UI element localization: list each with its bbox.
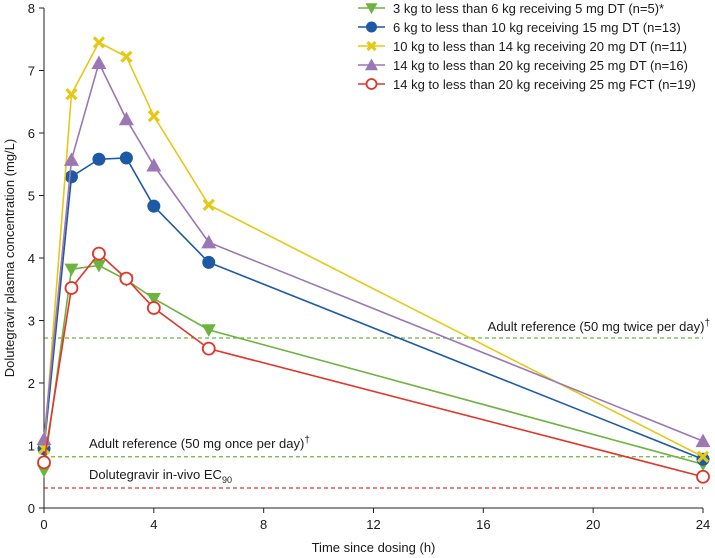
series bbox=[37, 246, 710, 484]
data-point bbox=[365, 58, 378, 71]
y-tick-label: 5 bbox=[28, 189, 35, 204]
y-tick-label: 7 bbox=[28, 64, 35, 79]
x-tick-label: 20 bbox=[586, 517, 600, 532]
data-series bbox=[36, 36, 711, 484]
x-tick-label: 16 bbox=[476, 517, 490, 532]
data-point bbox=[366, 21, 377, 33]
legend-item: 14 kg to less than 20 kg receiving 25 mg… bbox=[358, 58, 688, 73]
y-tick-label: 3 bbox=[28, 314, 35, 329]
reference-line-label: Adult reference (50 mg twice per day)† bbox=[488, 318, 710, 334]
x-axis-ticks: 0 4 8 12 16 20 24 bbox=[40, 508, 710, 532]
series bbox=[37, 36, 710, 463]
data-point bbox=[147, 199, 161, 213]
reference-line-label: Dolutegravir in-vivo EC90 bbox=[89, 467, 232, 485]
reference-lines: Adult reference (50 mg twice per day)† Ad… bbox=[44, 318, 710, 489]
y-tick-label: 4 bbox=[28, 251, 35, 266]
data-point bbox=[119, 271, 134, 286]
reference-line-label: Adult reference (50 mg once per day)† bbox=[89, 435, 310, 451]
data-point bbox=[201, 324, 216, 337]
data-point bbox=[365, 3, 378, 15]
y-tick-label: 1 bbox=[28, 439, 35, 454]
data-point bbox=[63, 152, 79, 166]
x-tick-label: 12 bbox=[366, 517, 380, 532]
y-tick-label: 6 bbox=[28, 126, 35, 141]
data-point bbox=[119, 151, 133, 165]
data-point bbox=[202, 198, 215, 212]
data-point bbox=[92, 152, 106, 166]
data-point bbox=[696, 450, 710, 463]
legend-item: 10 kg to less than 14 kg receiving 20 mg… bbox=[358, 39, 687, 54]
x-tick-label: 24 bbox=[696, 517, 710, 532]
y-axis-title: Dolutegravir plasma concentration (mg/L) bbox=[2, 139, 17, 377]
data-point bbox=[147, 109, 160, 123]
x-tick-label: 4 bbox=[150, 517, 157, 532]
data-point bbox=[696, 452, 710, 466]
x-tick-label: 0 bbox=[40, 517, 47, 532]
legend: 3 kg to less than 6 kg receiving 5 mg DT… bbox=[358, 1, 696, 92]
data-point bbox=[365, 78, 378, 90]
series bbox=[36, 55, 711, 448]
data-point bbox=[146, 301, 161, 315]
data-point bbox=[65, 88, 78, 101]
x-tick-label: 8 bbox=[260, 517, 267, 532]
data-point bbox=[201, 234, 217, 249]
y-tick-label: 0 bbox=[28, 501, 35, 516]
legend-label: 3 kg to less than 6 kg receiving 5 mg DT… bbox=[393, 1, 664, 16]
data-point bbox=[366, 40, 377, 52]
legend-label: 6 kg to less than 10 kg receiving 15 mg … bbox=[393, 20, 681, 35]
legend-label: 10 kg to less than 14 kg receiving 20 mg… bbox=[393, 39, 687, 54]
y-axis-ticks: 0 1 2 3 4 5 6 7 8 bbox=[28, 1, 44, 516]
y-tick-label: 2 bbox=[28, 376, 35, 391]
legend-label: 14 kg to less than 20 kg receiving 25 mg… bbox=[393, 58, 688, 73]
data-point bbox=[696, 469, 710, 484]
data-point bbox=[92, 246, 106, 261]
data-point bbox=[146, 158, 162, 172]
x-axis-title: Time since dosing (h) bbox=[312, 540, 436, 555]
data-point bbox=[91, 259, 106, 273]
series-line bbox=[43, 41, 704, 458]
data-point bbox=[120, 50, 133, 63]
data-point bbox=[118, 111, 134, 126]
series-line bbox=[43, 60, 704, 442]
data-point bbox=[64, 170, 78, 184]
y-tick-label: 8 bbox=[28, 1, 35, 16]
legend-item: 14 kg to less than 20 kg receiving 25 mg… bbox=[358, 77, 696, 92]
data-point bbox=[92, 36, 106, 49]
data-point bbox=[202, 255, 216, 269]
legend-item: 3 kg to less than 6 kg receiving 5 mg DT… bbox=[358, 1, 664, 16]
data-point bbox=[146, 293, 161, 306]
legend-label: 14 kg to less than 20 kg receiving 25 mg… bbox=[393, 77, 696, 92]
data-point bbox=[64, 281, 79, 295]
data-point bbox=[695, 433, 711, 448]
data-point bbox=[91, 55, 107, 69]
data-point bbox=[201, 341, 216, 356]
data-point bbox=[37, 455, 51, 470]
legend-item: 6 kg to less than 10 kg receiving 15 mg … bbox=[358, 20, 681, 35]
data-point bbox=[64, 263, 79, 277]
